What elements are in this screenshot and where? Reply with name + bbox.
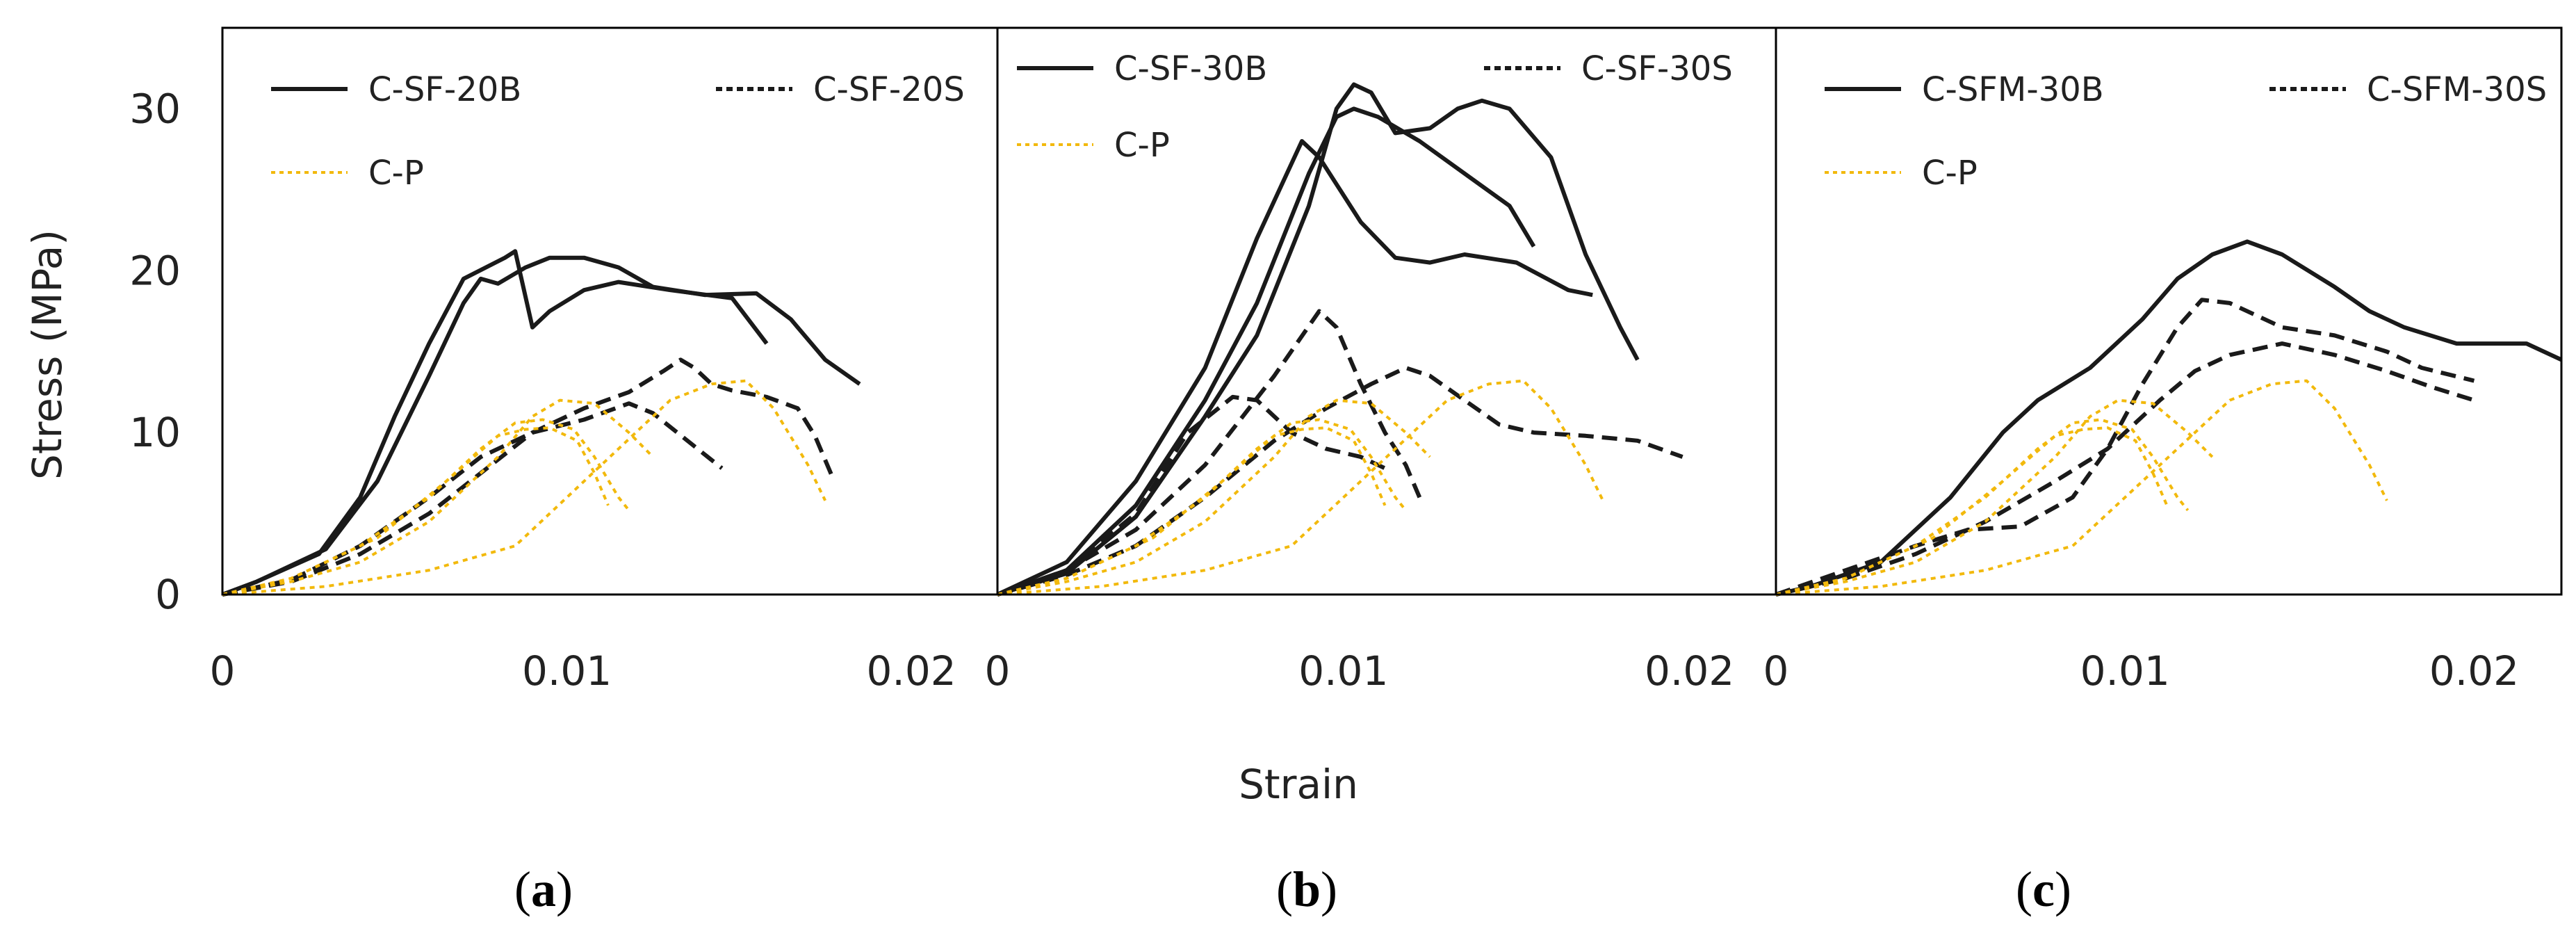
y-tick-label: 20	[129, 247, 181, 294]
legend-label: C-P	[1114, 126, 1170, 165]
legend-label: C-SF-20S	[813, 70, 965, 109]
series-line-c-p-3	[1775, 418, 2190, 596]
x-tick-label: 0	[1763, 647, 1789, 695]
y-tick-label: 0	[155, 571, 181, 618]
panel-b: 0 0.01 0.02 C-SF-30B C-SF-30S C-P	[985, 26, 1777, 695]
series-line-c-sf-20b-0	[221, 249, 769, 597]
legend-label: C-SF-30S	[1581, 49, 1733, 88]
y-tick-label: 30	[129, 85, 181, 132]
series-line-c-sfm-30s-1	[1775, 298, 2475, 597]
legend-label: C-SFM-30B	[1922, 70, 2104, 109]
series-line-c-p-5	[222, 426, 610, 596]
series-line-c-sf-20s-3	[222, 357, 834, 597]
x-tick-label: 0	[210, 647, 236, 695]
series-line-c-p-7	[997, 426, 1387, 596]
x-tick-label: 0.01	[522, 647, 612, 695]
legend-label: C-P	[368, 154, 424, 193]
legend-label: C-SF-30B	[1114, 49, 1267, 88]
series-line-c-p-8	[997, 398, 1431, 596]
panel-a: 0 0.01 0.02 0 10 20 30 C-SF-20B C-SF-20S C-P	[129, 26, 999, 695]
series-line-c-p-6	[1775, 379, 2388, 596]
panel-c: 0 0.01 0.02 C-SFM-30B C-SFM-30S C-P	[1763, 26, 2563, 695]
series-line-c-sf-20b-1	[221, 255, 861, 597]
caption-c: (c)	[2016, 862, 2071, 917]
x-tick-label: 0.02	[1645, 647, 1734, 695]
x-axis-title: Strain	[1239, 761, 1358, 808]
legend-label: C-SF-20B	[368, 70, 521, 109]
x-tick-label: 0.01	[2080, 647, 2170, 695]
x-tick-label: 0.02	[867, 647, 956, 695]
series-line-c-p-6	[222, 398, 654, 596]
x-tick-label: 0	[985, 647, 1011, 695]
series-line-c-sf-30b-2	[997, 82, 1640, 597]
series-line-c-sf-30b-1	[997, 106, 1536, 597]
y-axis-title: Stress (MPa)	[24, 229, 71, 480]
y-tick-label: 10	[129, 409, 181, 456]
legend-label: C-SFM-30S	[2367, 70, 2547, 109]
caption-b: (b)	[1276, 862, 1337, 917]
x-tick-label: 0.01	[1298, 647, 1388, 695]
x-tick-label: 0.02	[2429, 647, 2519, 695]
series-line-c-sf-30b-0	[996, 139, 1593, 597]
plot-frame-c	[1775, 26, 2563, 596]
series-line-c-sf-30s-4	[997, 309, 1422, 597]
series-line-c-sfm-30b-0	[1775, 239, 2563, 597]
series-line-c-sfm-30s-2	[1775, 341, 2475, 597]
legend-label: C-P	[1922, 154, 1978, 193]
series-line-c-p-4	[1775, 426, 2169, 596]
caption-a: (a)	[514, 862, 573, 917]
series-line-c-p-5	[1775, 398, 2214, 596]
